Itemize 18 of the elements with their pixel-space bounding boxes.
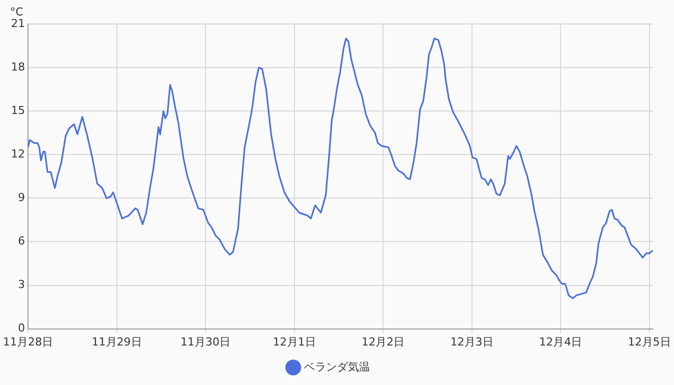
x-tick-label: 12月1日 bbox=[272, 335, 316, 348]
x-tick-label: 12月2日 bbox=[362, 335, 405, 348]
x-tick-label: 12月5日 bbox=[628, 335, 671, 348]
y-tick-label: 21 bbox=[10, 16, 25, 30]
y-tick-label: 18 bbox=[10, 60, 25, 74]
legend-label: ベランダ気温 bbox=[304, 360, 370, 374]
y-tick-label: 0 bbox=[18, 322, 25, 335]
x-tick-label: 11月30日 bbox=[180, 335, 231, 348]
y-tick-label: 3 bbox=[18, 278, 25, 292]
x-tick-label: 12月4日 bbox=[539, 335, 582, 348]
x-tick-label: 11月29日 bbox=[92, 335, 142, 348]
x-tick-label: 11月28日 bbox=[2, 335, 53, 348]
y-tick-label: 15 bbox=[10, 104, 25, 117]
y-tick-label: 9 bbox=[18, 191, 25, 204]
x-tick-label: 12月3日 bbox=[450, 335, 494, 348]
y-axis-title: °C bbox=[10, 5, 24, 18]
y-tick-label: 12 bbox=[10, 147, 25, 160]
y-tick-label: 6 bbox=[18, 234, 25, 248]
